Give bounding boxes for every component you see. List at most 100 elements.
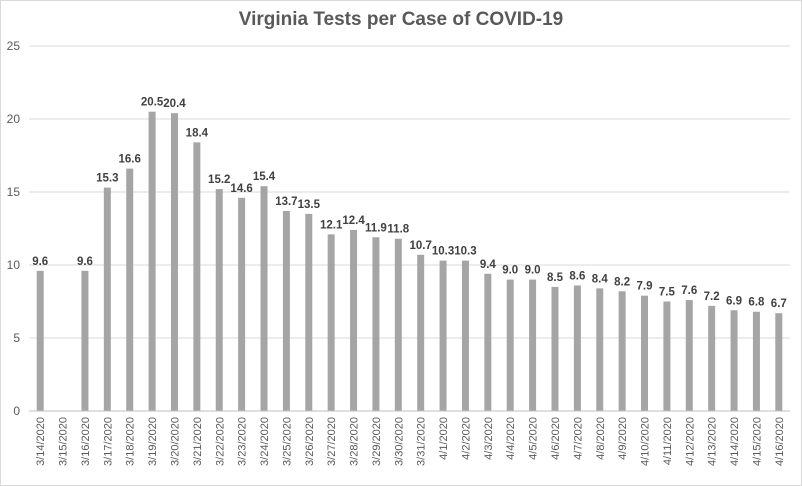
x-tick-label: 3/18/2020	[125, 417, 137, 466]
y-tick-label: 25	[7, 39, 21, 53]
bar-3/18/2020	[126, 168, 134, 411]
data-label: 6.8	[748, 297, 765, 309]
x-tick-label: 3/28/2020	[349, 417, 361, 466]
data-label: 7.5	[659, 287, 676, 299]
bar-4/11/2020	[663, 301, 671, 411]
data-label: 7.9	[637, 281, 653, 293]
data-label: 16.6	[119, 154, 141, 166]
data-label: 8.6	[569, 270, 585, 282]
data-label: 6.7	[771, 298, 787, 310]
x-tick-label: 4/13/2020	[707, 417, 719, 466]
x-tick-label: 3/15/2020	[58, 417, 70, 466]
x-tick-label: 4/5/2020	[528, 417, 540, 460]
x-tick-label: 4/1/2020	[438, 417, 450, 460]
bar-3/25/2020	[282, 210, 290, 411]
data-label: 6.9	[726, 295, 742, 307]
bar-3/26/2020	[305, 213, 313, 411]
x-tick-label: 4/2/2020	[460, 417, 472, 460]
bars	[36, 111, 783, 412]
bar-4/14/2020	[730, 310, 738, 411]
bar-4/8/2020	[596, 288, 604, 411]
data-label: 18.4	[186, 127, 209, 139]
x-tick-label: 3/19/2020	[147, 417, 159, 466]
data-label: 8.5	[547, 272, 564, 284]
x-tick-label: 4/10/2020	[640, 417, 652, 466]
bar-4/9/2020	[618, 291, 626, 411]
bar-3/29/2020	[372, 237, 380, 411]
bar-3/14/2020	[36, 270, 44, 411]
y-tick-label: 15	[7, 185, 21, 199]
bar-3/20/2020	[170, 113, 178, 411]
x-tick-label: 3/17/2020	[102, 417, 114, 466]
x-tick-label: 4/14/2020	[729, 417, 741, 466]
x-tick-label: 4/4/2020	[505, 417, 517, 460]
x-tick-label: 3/16/2020	[80, 417, 92, 466]
bar-3/31/2020	[417, 254, 425, 411]
x-tick-label: 4/15/2020	[751, 417, 763, 466]
data-label: 7.6	[681, 285, 697, 297]
data-label: 10.7	[409, 240, 431, 252]
bar-3/19/2020	[148, 111, 156, 411]
x-tick-label: 4/8/2020	[595, 417, 607, 460]
bar-3/30/2020	[394, 238, 402, 411]
data-label: 11.9	[365, 222, 387, 234]
bar-4/2/2020	[461, 260, 469, 411]
data-label: 9.0	[525, 265, 541, 277]
x-tick-label: 3/14/2020	[35, 417, 47, 466]
data-label: 10.3	[432, 246, 454, 258]
x-tick-label: 4/12/2020	[684, 417, 696, 466]
x-tick-label: 3/23/2020	[237, 417, 249, 466]
bar-3/22/2020	[215, 189, 223, 411]
bar-4/4/2020	[506, 279, 514, 411]
bar-3/27/2020	[327, 234, 335, 411]
bar-3/16/2020	[81, 270, 89, 411]
data-label: 13.5	[298, 199, 321, 211]
x-tick-label: 3/25/2020	[281, 417, 293, 466]
data-label: 9.4	[480, 259, 497, 271]
x-tick-label: 4/6/2020	[550, 417, 562, 460]
data-label: 15.2	[208, 174, 230, 186]
bar-4/13/2020	[708, 305, 716, 411]
x-tick-label: 3/21/2020	[192, 417, 204, 466]
data-label: 9.6	[77, 256, 93, 268]
bar-4/10/2020	[641, 295, 649, 411]
data-label: 11.8	[387, 224, 409, 236]
data-label: 8.2	[614, 276, 630, 288]
x-tick-label: 3/27/2020	[326, 417, 338, 466]
data-labels: 9.6 9.6 15.316.6 20.5 20.4 18.4 15.214.615.4 13…	[32, 97, 787, 310]
data-label: 15.3	[96, 173, 118, 185]
bar-3/24/2020	[260, 186, 268, 411]
x-tick-label: 4/16/2020	[774, 417, 786, 466]
bar-4/5/2020	[529, 279, 537, 411]
data-label: 9.0	[502, 265, 518, 277]
data-label: 15.4	[253, 171, 276, 183]
chart-title: Virginia Tests per Case of COVID-19	[239, 9, 564, 30]
data-label: 7.2	[704, 291, 720, 303]
bar-3/28/2020	[350, 229, 358, 411]
bar-4/16/2020	[775, 313, 783, 411]
x-axis-tick-labels: 3/14/2020 3/15/2020 3/16/2020 3/17/2020 3/18…	[35, 417, 786, 466]
bar-4/3/2020	[484, 273, 492, 411]
x-tick-label: 3/20/2020	[169, 417, 181, 466]
data-label: 20.5	[141, 97, 164, 109]
data-label: 13.7	[275, 196, 297, 208]
y-tick-label: 20	[7, 112, 21, 126]
x-tick-label: 3/29/2020	[371, 417, 383, 466]
bar-4/7/2020	[573, 285, 581, 411]
y-tick-label: 0	[13, 404, 20, 418]
x-tick-label: 4/3/2020	[483, 417, 495, 460]
y-tick-label: 5	[13, 331, 20, 345]
x-tick-label: 3/24/2020	[259, 417, 271, 466]
data-label: 14.6	[230, 183, 252, 195]
bar-4/1/2020	[439, 260, 447, 411]
data-label: 12.4	[342, 215, 365, 227]
x-tick-label: 3/26/2020	[304, 417, 316, 466]
x-tick-label: 4/9/2020	[617, 417, 629, 460]
x-tick-label: 4/7/2020	[572, 417, 584, 460]
bar-3/23/2020	[238, 197, 246, 411]
bar-3/17/2020	[103, 187, 111, 411]
x-tick-label: 3/31/2020	[416, 417, 428, 466]
x-tick-label: 3/22/2020	[214, 417, 226, 466]
